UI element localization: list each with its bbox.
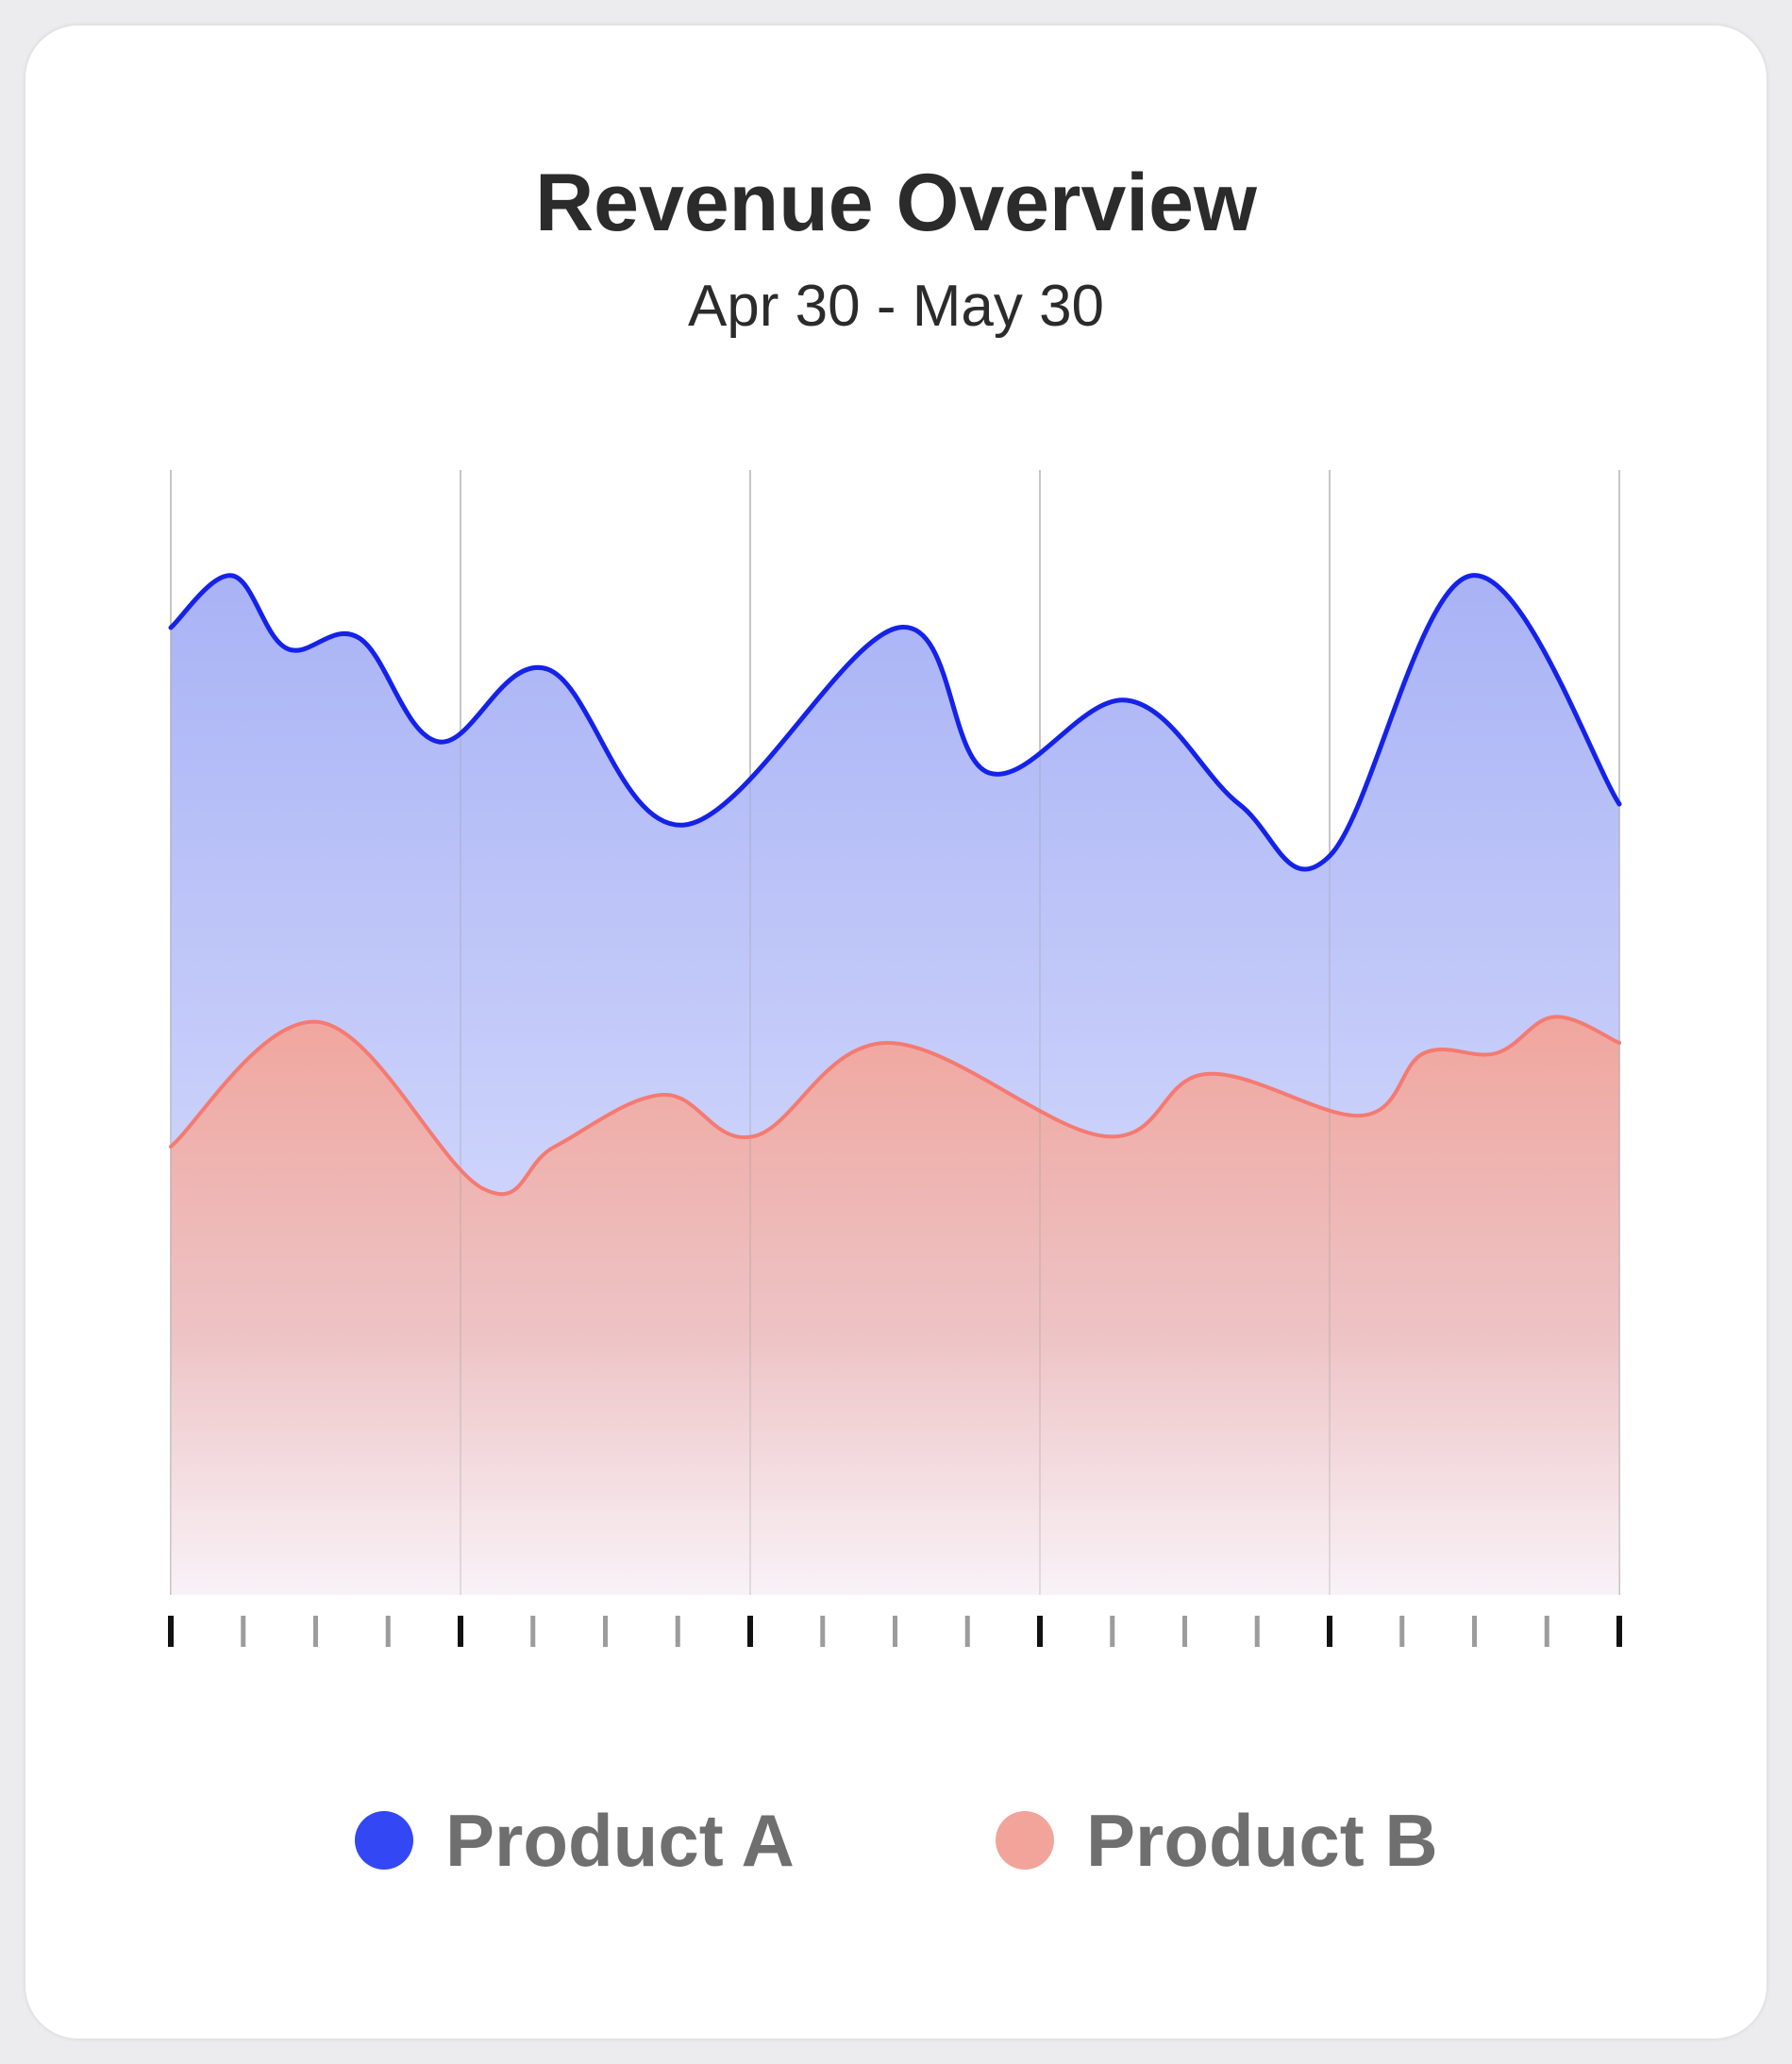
area-series — [171, 576, 1619, 1595]
area-product-b — [171, 1016, 1619, 1595]
legend-dot-product-b — [996, 1811, 1054, 1870]
legend-item-product-b[interactable]: Product B — [996, 1798, 1438, 1883]
legend-label-product-b: Product B — [1086, 1804, 1438, 1877]
legend-dot-product-a — [355, 1811, 413, 1870]
legend-item-product-a[interactable]: Product A — [355, 1798, 795, 1883]
x-axis-ticks — [171, 1616, 1619, 1647]
legend-label-product-a: Product A — [445, 1804, 795, 1877]
